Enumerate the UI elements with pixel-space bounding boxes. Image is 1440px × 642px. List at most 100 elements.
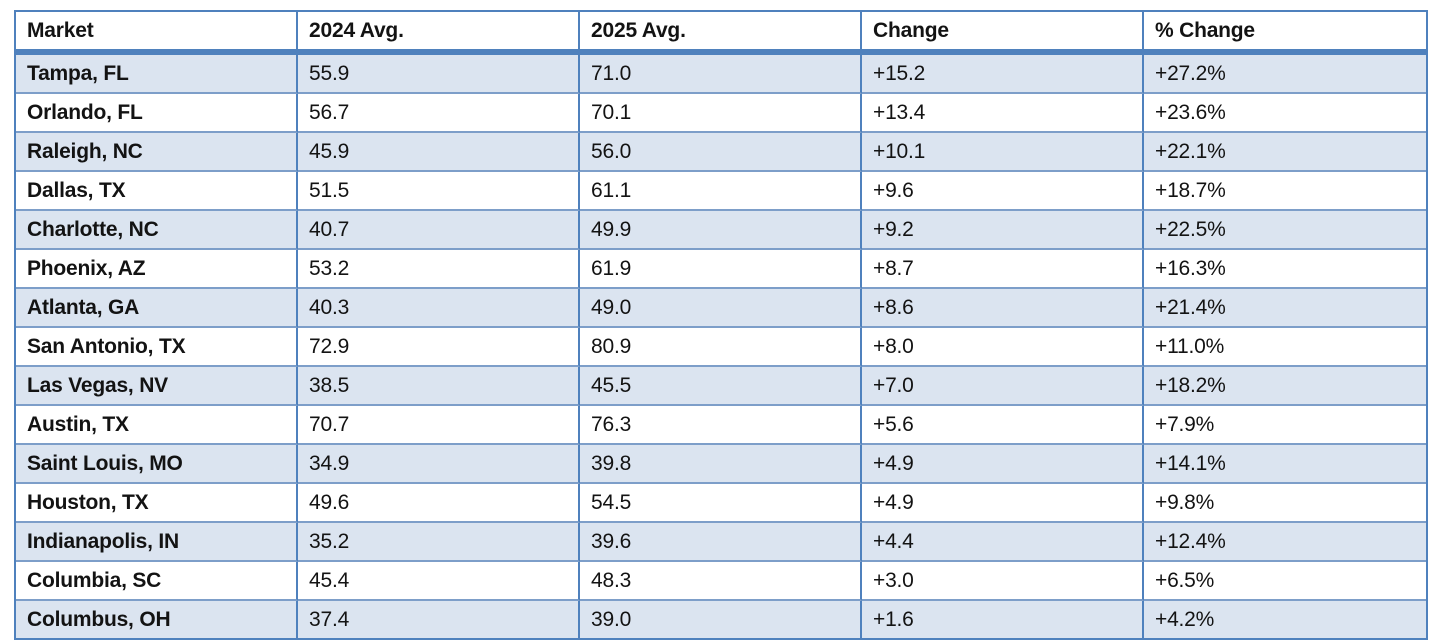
change-cell: +8.0 [862,328,1144,367]
market-comparison-table: Market 2024 Avg. 2025 Avg. Change % Chan… [14,10,1428,640]
header-row: Market 2024 Avg. 2025 Avg. Change % Chan… [16,12,1426,51]
avg-2024-cell: 34.9 [298,445,580,484]
avg-2024-cell: 72.9 [298,328,580,367]
table-row: Charlotte, NC 40.7 49.9 +9.2 +22.5% [16,211,1426,250]
pct-change-cell: +16.3% [1144,250,1426,289]
market-cell: Columbia, SC [16,562,298,601]
column-header-2024-avg: 2024 Avg. [298,12,580,51]
pct-change-cell: +4.2% [1144,601,1426,638]
market-cell: Tampa, FL [16,51,298,94]
pct-change-cell: +9.8% [1144,484,1426,523]
change-cell: +8.7 [862,250,1144,289]
avg-2024-cell: 55.9 [298,51,580,94]
market-cell: Charlotte, NC [16,211,298,250]
table-row: Saint Louis, MO 34.9 39.8 +4.9 +14.1% [16,445,1426,484]
avg-2024-cell: 37.4 [298,601,580,638]
market-cell: Dallas, TX [16,172,298,211]
table-row: Orlando, FL 56.7 70.1 +13.4 +23.6% [16,94,1426,133]
avg-2025-cell: 49.0 [580,289,862,328]
pct-change-cell: +7.9% [1144,406,1426,445]
avg-2025-cell: 39.8 [580,445,862,484]
pct-change-cell: +23.6% [1144,94,1426,133]
change-cell: +4.9 [862,484,1144,523]
change-cell: +1.6 [862,601,1144,638]
avg-2024-cell: 49.6 [298,484,580,523]
table-row: San Antonio, TX 72.9 80.9 +8.0 +11.0% [16,328,1426,367]
avg-2024-cell: 35.2 [298,523,580,562]
avg-2025-cell: 80.9 [580,328,862,367]
market-cell: San Antonio, TX [16,328,298,367]
table-row: Columbus, OH 37.4 39.0 +1.6 +4.2% [16,601,1426,638]
pct-change-cell: +22.5% [1144,211,1426,250]
table-row: Dallas, TX 51.5 61.1 +9.6 +18.7% [16,172,1426,211]
table-row: Raleigh, NC 45.9 56.0 +10.1 +22.1% [16,133,1426,172]
table-row: Phoenix, AZ 53.2 61.9 +8.7 +16.3% [16,250,1426,289]
market-cell: Houston, TX [16,484,298,523]
pct-change-cell: +14.1% [1144,445,1426,484]
avg-2025-cell: 48.3 [580,562,862,601]
table-row: Austin, TX 70.7 76.3 +5.6 +7.9% [16,406,1426,445]
avg-2025-cell: 56.0 [580,133,862,172]
market-cell: Saint Louis, MO [16,445,298,484]
table-row: Indianapolis, IN 35.2 39.6 +4.4 +12.4% [16,523,1426,562]
table-row: Columbia, SC 45.4 48.3 +3.0 +6.5% [16,562,1426,601]
avg-2024-cell: 53.2 [298,250,580,289]
avg-2025-cell: 61.9 [580,250,862,289]
avg-2024-cell: 56.7 [298,94,580,133]
avg-2025-cell: 45.5 [580,367,862,406]
pct-change-cell: +18.7% [1144,172,1426,211]
pct-change-cell: +22.1% [1144,133,1426,172]
table-row: Tampa, FL 55.9 71.0 +15.2 +27.2% [16,51,1426,94]
market-cell: Phoenix, AZ [16,250,298,289]
market-cell: Columbus, OH [16,601,298,638]
change-cell: +7.0 [862,367,1144,406]
change-cell: +4.4 [862,523,1144,562]
pct-change-cell: +18.2% [1144,367,1426,406]
table-row: Houston, TX 49.6 54.5 +4.9 +9.8% [16,484,1426,523]
avg-2025-cell: 70.1 [580,94,862,133]
change-cell: +9.2 [862,211,1144,250]
avg-2025-cell: 76.3 [580,406,862,445]
column-header-market: Market [16,12,298,51]
column-header-2025-avg: 2025 Avg. [580,12,862,51]
avg-2025-cell: 49.9 [580,211,862,250]
change-cell: +4.9 [862,445,1144,484]
change-cell: +3.0 [862,562,1144,601]
avg-2025-cell: 61.1 [580,172,862,211]
avg-2024-cell: 40.7 [298,211,580,250]
avg-2024-cell: 38.5 [298,367,580,406]
market-cell: Atlanta, GA [16,289,298,328]
change-cell: +15.2 [862,51,1144,94]
market-cell: Orlando, FL [16,94,298,133]
change-cell: +8.6 [862,289,1144,328]
market-cell: Las Vegas, NV [16,367,298,406]
avg-2025-cell: 71.0 [580,51,862,94]
change-cell: +10.1 [862,133,1144,172]
market-cell: Indianapolis, IN [16,523,298,562]
avg-2025-cell: 39.0 [580,601,862,638]
column-header-change: Change [862,12,1144,51]
avg-2025-cell: 54.5 [580,484,862,523]
market-comparison-table-container: Market 2024 Avg. 2025 Avg. Change % Chan… [14,10,1428,640]
avg-2024-cell: 70.7 [298,406,580,445]
avg-2024-cell: 45.9 [298,133,580,172]
table-row: Las Vegas, NV 38.5 45.5 +7.0 +18.2% [16,367,1426,406]
table-header: Market 2024 Avg. 2025 Avg. Change % Chan… [16,12,1426,51]
avg-2024-cell: 40.3 [298,289,580,328]
market-cell: Raleigh, NC [16,133,298,172]
change-cell: +13.4 [862,94,1144,133]
table-row: Atlanta, GA 40.3 49.0 +8.6 +21.4% [16,289,1426,328]
table-body: Tampa, FL 55.9 71.0 +15.2 +27.2% Orlando, FL 5… [16,51,1426,638]
pct-change-cell: +21.4% [1144,289,1426,328]
column-header-pct-change: % Change [1144,12,1426,51]
avg-2025-cell: 39.6 [580,523,862,562]
pct-change-cell: +11.0% [1144,328,1426,367]
pct-change-cell: +6.5% [1144,562,1426,601]
change-cell: +5.6 [862,406,1144,445]
market-cell: Austin, TX [16,406,298,445]
avg-2024-cell: 45.4 [298,562,580,601]
avg-2024-cell: 51.5 [298,172,580,211]
pct-change-cell: +12.4% [1144,523,1426,562]
pct-change-cell: +27.2% [1144,51,1426,94]
